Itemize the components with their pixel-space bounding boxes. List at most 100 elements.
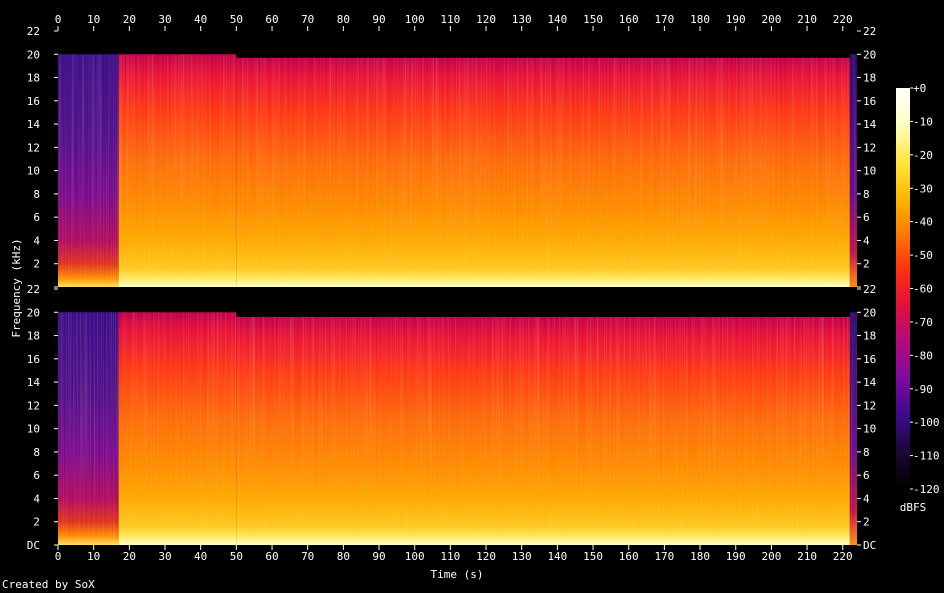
y-tick-label-left: 12 [27,141,40,154]
x-tick-label-bottom: 220 [833,550,853,563]
x-tick-label-top: 210 [797,13,817,26]
x-tick-label-top: 90 [372,13,385,26]
x-tick-label-bottom: 120 [476,550,496,563]
segment-4-texture [849,312,857,545]
y-tick-label-right: 14 [863,376,877,389]
colorbar-tick-label: -30 [913,182,933,195]
channel-2-panel [58,289,857,545]
x-tick-label-top: 180 [690,13,710,26]
y-tick-label-right: DC [863,539,876,552]
colorbar-tick-label: -20 [913,149,933,162]
segment-2-texture [118,312,237,545]
y-tick-label-right: 20 [863,306,876,319]
segment-1-texture [58,312,119,545]
x-tick-label-top: 10 [87,13,100,26]
x-tick-label-top: 150 [583,13,603,26]
y-axis-label: Frequency (kHz) [10,238,23,337]
y-tick-label-right: 8 [863,188,870,201]
x-tick-label-top: 110 [440,13,460,26]
x-tick-label-top: 80 [337,13,350,26]
x-tick-label-bottom: 150 [583,550,603,563]
x-tick-label-bottom: 50 [230,550,243,563]
y-tick-label-right: 14 [863,118,877,131]
y-tick-label-right: 12 [863,399,876,412]
x-tick-label-top: 130 [512,13,532,26]
y-tick-label-left: DC [27,539,40,552]
colorbar-gradient [896,88,910,489]
y-tick-label-right: 18 [863,72,876,85]
segment-3-texture [236,57,850,287]
colorbar-label: dBFS [900,501,927,514]
x-tick-label-bottom: 40 [194,550,207,563]
y-tick-label-left: 22 [27,283,40,296]
colorbar-tick-label: -70 [913,316,933,329]
x-tick-label-bottom: 70 [301,550,314,563]
x-tick-label-bottom: 180 [690,550,710,563]
y-tick-label-left: 14 [27,118,41,131]
y-tick-label-right: 10 [863,165,876,178]
y-tick-label-right: 6 [863,469,870,482]
colorbar: +0 -10 -20 -30 -40 -50 -60 -70 -80 -90 -100 -110 -12… [896,82,940,496]
x-tick-label-bottom: 60 [265,550,278,563]
credit-text: Created by SoX [2,578,95,591]
y-tick-label-right: 10 [863,423,876,436]
y-tick-label-left: 20 [27,48,40,61]
y-tick-label-right: 2 [863,258,870,271]
x-tick-label-top: 100 [405,13,425,26]
x-tick-label-bottom: 0 [55,550,62,563]
y-tick-label-left: 2 [33,258,40,271]
y-tick-label-right: 18 [863,330,876,343]
y-tick-label-right: 8 [863,446,870,459]
colorbar-tick-label: -110 [913,450,940,463]
segment-1-texture [58,54,119,287]
x-tick-label-top: 220 [833,13,853,26]
x-tick-label-bottom: 80 [337,550,350,563]
x-tick-label-top: 50 [230,13,243,26]
y-tick-label-left: 10 [27,423,40,436]
y-tick-label-left: 14 [27,376,41,389]
x-tick-label-bottom: 160 [619,550,639,563]
x-tick-label-top: 40 [194,13,207,26]
y-tick-label-left: 6 [33,211,40,224]
y-tick-label-left: 6 [33,469,40,482]
y-tick-label-right: 12 [863,141,876,154]
x-axis-label: Time (s) [431,568,484,581]
spectrogram-plots [58,31,857,545]
y-tick-label-right: 2 [863,516,870,529]
y-tick-label-left: 22 [27,25,40,38]
y-tick-label-left: 8 [33,188,40,201]
x-tick-label-top: 120 [476,13,496,26]
y-tick-label-right: 4 [863,492,870,505]
colorbar-tick-label: -100 [913,416,940,429]
y-tick-label-left: 16 [27,353,40,366]
y-tick-label-right: 20 [863,48,876,61]
x-tick-label-bottom: 20 [123,550,136,563]
y-tick-label-left: 18 [27,72,40,85]
colorbar-tick-label: +0 [913,82,926,95]
colorbar-tick-label: -80 [913,349,933,362]
y-tick-label-right: 4 [863,234,870,247]
x-tick-label-bottom: 210 [797,550,817,563]
x-tick-label-bottom: 170 [654,550,674,563]
x-tick-label-top: 30 [158,13,171,26]
x-tick-label-bottom: 200 [761,550,781,563]
y-tick-label-right: 22 [863,25,876,38]
y-tick-label-right: 22 [863,283,876,296]
x-tick-label-top: 60 [265,13,278,26]
y-tick-label-left: 8 [33,446,40,459]
colorbar-tick-label: -60 [913,283,933,296]
x-tick-label-bottom: 100 [405,550,425,563]
segment-3-texture [236,316,850,545]
colorbar-tick-label: -50 [913,249,933,262]
x-tick-label-top: 140 [547,13,567,26]
x-tick-label-bottom: 110 [440,550,460,563]
x-tick-label-bottom: 140 [547,550,567,563]
y-tick-label-left: 2 [33,516,40,529]
x-tick-label-top: 0 [55,13,62,26]
y-tick-label-left: 4 [33,234,40,247]
y-tick-label-left: 16 [27,95,40,108]
x-tick-label-bottom: 130 [512,550,532,563]
segment-2-texture [118,54,237,287]
colorbar-tick-label: -90 [913,383,933,396]
